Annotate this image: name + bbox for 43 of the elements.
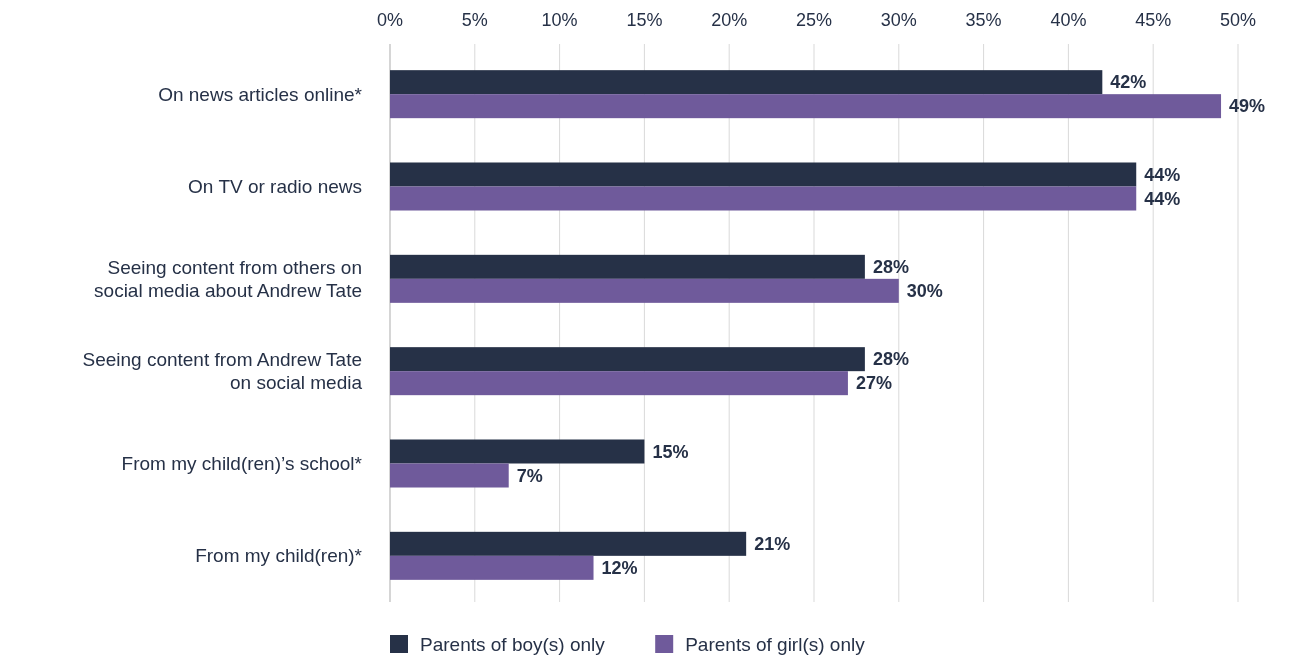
- x-tick-label: 0%: [376, 10, 404, 30]
- bar: [390, 439, 645, 464]
- data-label: 28%: [872, 349, 909, 370]
- data-label: 44%: [1144, 188, 1181, 209]
- bar: [390, 347, 865, 372]
- bar: [390, 162, 1137, 187]
- data-label: 27%: [855, 373, 892, 394]
- bar: [390, 94, 1222, 119]
- x-tick-label: 15%: [626, 10, 663, 30]
- x-tick-label: 30%: [880, 10, 917, 30]
- x-tick-label: 50%: [1219, 10, 1257, 30]
- y-tick-label: From my child(ren)’s school*: [121, 453, 363, 475]
- bar: [390, 186, 1137, 211]
- data-label: 42%: [1110, 72, 1147, 93]
- bar: [390, 70, 1103, 95]
- bar: [390, 555, 594, 580]
- bar: [390, 371, 848, 396]
- x-tick-label: 5%: [461, 10, 488, 30]
- data-label: 44%: [1144, 164, 1181, 185]
- data-label: 49%: [1229, 96, 1266, 117]
- y-tick-label: On news articles online*: [158, 83, 363, 105]
- y-tick-label: On TV or radio news: [188, 176, 362, 198]
- data-label: 28%: [872, 257, 909, 278]
- data-label: 15%: [652, 441, 689, 462]
- bar: [390, 531, 747, 556]
- bar: [390, 254, 865, 279]
- data-label: 7%: [516, 465, 543, 486]
- x-tick-label: 25%: [795, 10, 833, 30]
- data-label: 30%: [906, 281, 943, 302]
- legend-label: Parents of girl(s) only: [685, 633, 866, 655]
- y-tick-label: Seeing content from Andrew Tate on social media: [82, 349, 363, 394]
- x-tick-label: 20%: [711, 10, 748, 30]
- x-tick-label: 45%: [1135, 10, 1172, 30]
- legend-label: Parents of boy(s) only: [420, 633, 606, 655]
- data-label: 12%: [601, 558, 638, 579]
- bar: [390, 278, 899, 303]
- y-tick-label: Seeing content from others on social media about Andrew Tate: [94, 256, 362, 301]
- data-label: 21%: [754, 534, 791, 555]
- x-tick-label: 10%: [541, 10, 578, 30]
- x-tick-label: 35%: [965, 10, 1002, 30]
- x-tick-label: 40%: [1050, 10, 1087, 30]
- y-tick-label: From my child(ren)*: [195, 545, 363, 567]
- bar: [390, 463, 509, 488]
